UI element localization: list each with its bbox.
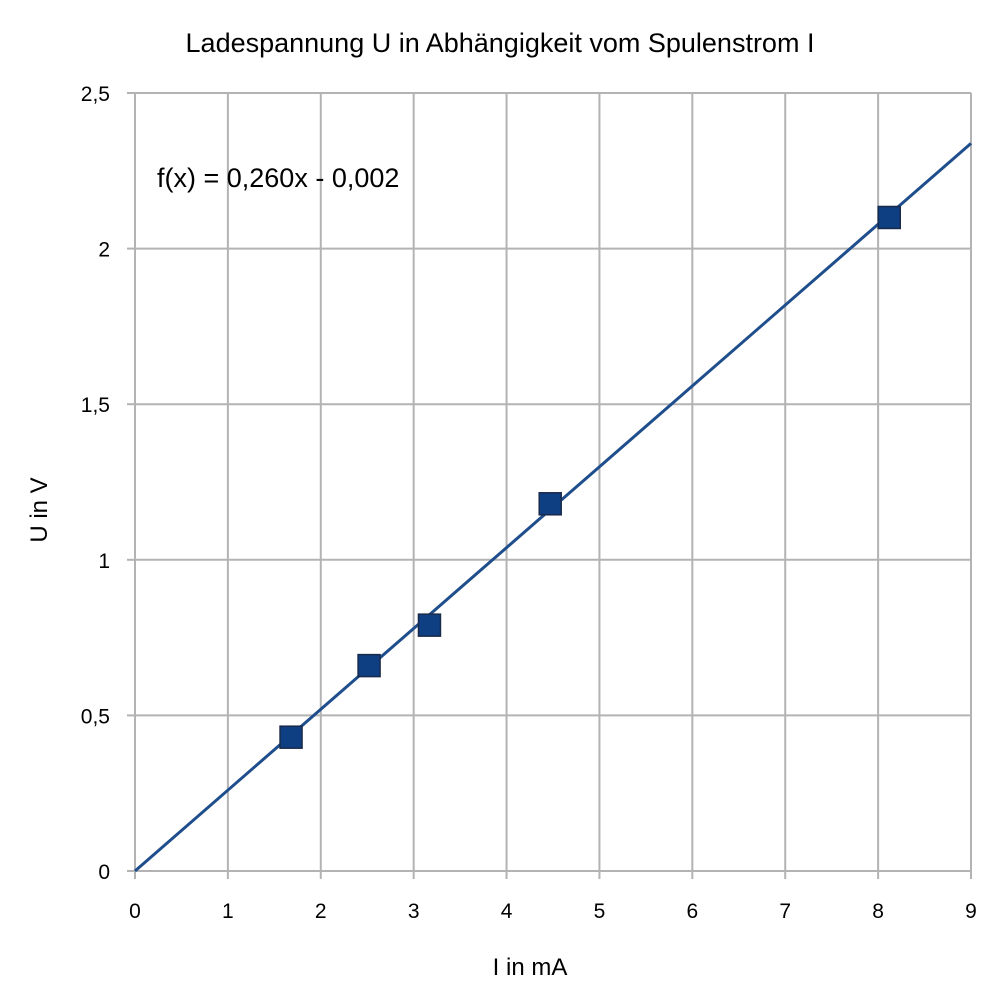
chart-title: Ladespannung U in Abhängigkeit vom Spule… [186, 28, 815, 58]
y-tick-label: 0 [98, 861, 110, 884]
x-tick-label: 0 [129, 900, 141, 923]
data-points [279, 205, 902, 749]
data-point [279, 725, 303, 749]
trendline-equation: f(x) = 0,260x - 0,002 [157, 163, 399, 193]
x-tick-label: 8 [872, 900, 884, 923]
y-tick-label: 0,5 [81, 705, 110, 728]
x-tick-label: 6 [686, 900, 698, 923]
y-tick-label: 1 [98, 550, 110, 573]
y-axis-title: U in V [26, 477, 53, 542]
data-point [357, 653, 381, 678]
x-tick-label: 4 [501, 900, 513, 923]
data-point [877, 205, 902, 230]
x-tick-label: 3 [408, 900, 420, 923]
axes [127, 92, 972, 879]
y-tick-label: 2 [98, 239, 110, 262]
x-tick-label: 1 [222, 900, 234, 923]
y-tick-labels: 0 0,5 1 1,5 2 2,5 [81, 83, 110, 884]
x-axis-title: I in mA [493, 954, 568, 981]
y-tick-label: 2,5 [81, 83, 110, 106]
y-tick-label: 1,5 [81, 394, 110, 417]
data-point [417, 613, 442, 637]
x-tick-labels: 0 1 2 3 4 5 6 7 8 9 [129, 900, 977, 923]
x-tick-label: 9 [965, 900, 977, 923]
data-point [538, 492, 562, 516]
x-tick-label: 7 [779, 900, 791, 923]
x-tick-label: 2 [315, 900, 327, 923]
grid [135, 92, 972, 871]
x-tick-label: 5 [594, 900, 606, 923]
